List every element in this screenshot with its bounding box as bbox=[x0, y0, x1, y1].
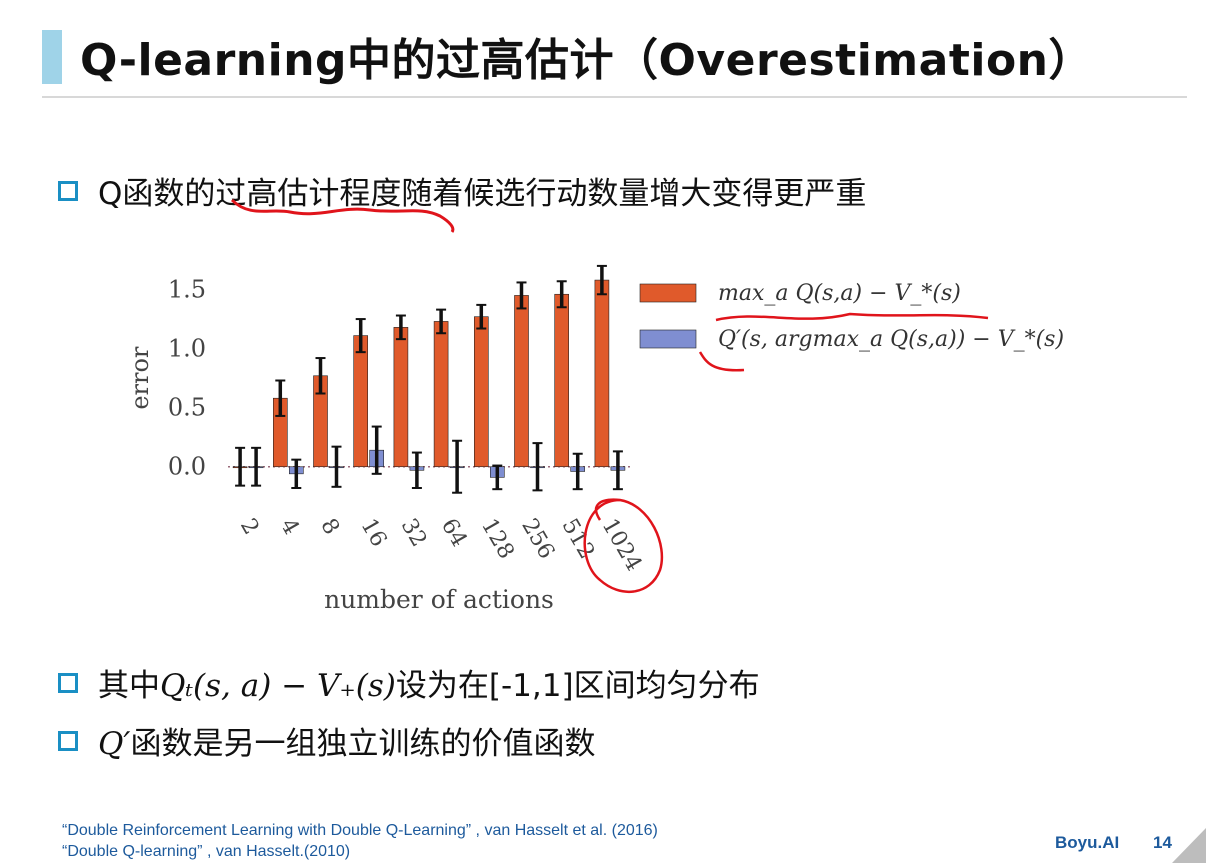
brand-logo-text: Boyu.AI bbox=[1055, 833, 1120, 852]
y-axis-label: error bbox=[126, 346, 154, 410]
bar-max-q bbox=[433, 321, 449, 468]
x-tick-label: 32 bbox=[396, 515, 432, 552]
slide-title: Q-learning中的过高估计（Overestimation） bbox=[80, 35, 1094, 86]
y-tick-label: 0.5 bbox=[168, 394, 206, 422]
bar-max-q bbox=[353, 335, 368, 468]
y-tick-label: 1.5 bbox=[168, 276, 206, 304]
title-divider bbox=[42, 96, 1187, 98]
x-tick-label: 8 bbox=[315, 515, 344, 540]
x-tick-label: 128 bbox=[476, 515, 519, 564]
y-tick-label: 0.0 bbox=[168, 453, 206, 481]
title-accent-bar bbox=[42, 30, 62, 84]
legend-label: max_a Q(s,a) − V_*(s) bbox=[718, 281, 961, 306]
y-tick-label: 1.0 bbox=[168, 335, 206, 363]
bar-max-q bbox=[594, 279, 610, 468]
bullet-square-icon bbox=[58, 730, 78, 751]
bullet-square-icon bbox=[58, 672, 78, 693]
x-tick-label: 2 bbox=[235, 515, 264, 540]
bar-max-q bbox=[514, 295, 529, 468]
legend-swatch bbox=[639, 283, 697, 303]
bullet-3: Q′函数是另一组独立训练的价值函数 bbox=[58, 718, 595, 763]
bullet-3-math: Q′ bbox=[98, 726, 131, 762]
bullet-2-math: Qₜ(s, a) − V₊(s) bbox=[160, 668, 396, 704]
bullet-2-suffix: 设为在[-1,1]区间均匀分布 bbox=[395, 668, 760, 704]
reference-1: “Double Reinforcement Learning with Doub… bbox=[62, 822, 658, 839]
x-axis-label: number of actions bbox=[324, 585, 554, 614]
bullet-3-suffix: 函数是另一组独立训练的价值函数 bbox=[130, 726, 596, 762]
reference-2: “Double Q-learning” , van Hasselt.(2010) bbox=[62, 843, 351, 860]
bar-max-q bbox=[473, 316, 489, 468]
bullet-2-prefix: 其中 bbox=[98, 668, 160, 704]
x-tick-label: 256 bbox=[516, 515, 559, 564]
legend-swatch bbox=[639, 329, 697, 349]
page-curl-icon bbox=[1172, 828, 1206, 863]
bullet-1-text: Q函数的过高估计程度随着候选行动数量增大变得更严重 bbox=[98, 176, 867, 212]
x-tick-label: 4 bbox=[275, 515, 304, 540]
bar-max-q bbox=[393, 327, 409, 468]
bullet-square-icon bbox=[58, 180, 78, 201]
bullet-2: 其中Qₜ(s, a) − V₊(s)设为在[-1,1]区间均匀分布 bbox=[58, 660, 760, 705]
legend-label: Q′(s, argmax_a Q(s,a)) − V_*(s) bbox=[718, 327, 1064, 352]
page-number: 14 bbox=[1153, 833, 1172, 852]
bullet-1: Q函数的过高估计程度随着候选行动数量增大变得更严重 bbox=[58, 168, 866, 213]
x-tick-label: 16 bbox=[356, 515, 392, 552]
x-tick-label: 1024 bbox=[597, 515, 647, 576]
x-tick-label: 64 bbox=[436, 515, 472, 552]
bar-max-q bbox=[554, 293, 570, 468]
x-tick-label: 512 bbox=[557, 515, 600, 564]
